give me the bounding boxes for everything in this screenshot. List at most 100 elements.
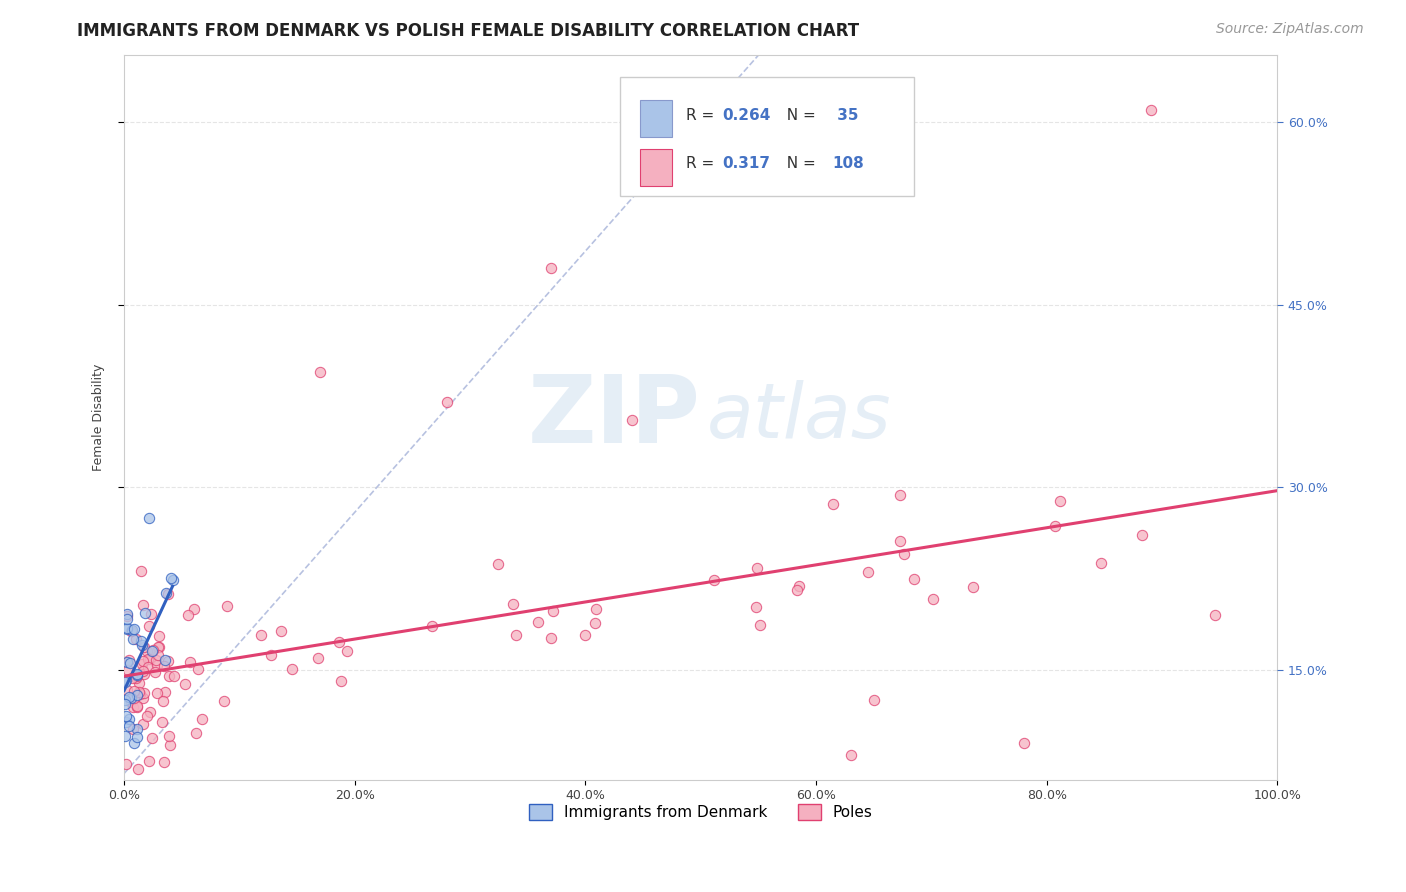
Point <box>903 572 925 586</box>
Point <box>127 722 149 736</box>
Point <box>139 705 162 719</box>
Text: N =: N = <box>778 156 821 171</box>
Point <box>141 731 163 746</box>
Text: R =: R = <box>686 108 718 123</box>
Point <box>155 653 177 667</box>
Point <box>114 729 136 743</box>
Text: IMMIGRANTS FROM DENMARK VS POLISH FEMALE DISABILITY CORRELATION CHART: IMMIGRANTS FROM DENMARK VS POLISH FEMALE… <box>77 22 859 40</box>
Point <box>138 619 160 633</box>
Point <box>128 685 150 699</box>
Legend: Immigrants from Denmark, Poles: Immigrants from Denmark, Poles <box>523 798 879 826</box>
Point <box>132 686 155 700</box>
Text: atlas: atlas <box>707 380 891 454</box>
Point <box>136 660 159 674</box>
Point <box>574 628 596 642</box>
Point <box>862 692 884 706</box>
Point <box>309 365 332 379</box>
Point <box>157 654 180 668</box>
Point <box>114 698 136 712</box>
Point <box>146 658 169 673</box>
Text: 0.264: 0.264 <box>723 108 770 123</box>
Point <box>329 673 352 688</box>
FancyBboxPatch shape <box>620 77 914 196</box>
Point <box>858 565 880 579</box>
Point <box>163 668 186 682</box>
Point <box>121 624 143 638</box>
Y-axis label: Female Disability: Female Disability <box>93 364 105 471</box>
Point <box>132 690 155 705</box>
Point <box>132 717 155 731</box>
Point <box>190 712 212 726</box>
Point <box>249 628 271 642</box>
Point <box>179 655 201 669</box>
Point <box>129 634 152 648</box>
Point <box>114 693 136 707</box>
Point <box>125 688 148 702</box>
Point <box>962 580 984 594</box>
Point <box>117 607 139 621</box>
Point <box>150 714 173 729</box>
Point <box>307 650 329 665</box>
Point <box>1049 494 1071 508</box>
Point <box>125 667 148 681</box>
Text: 35: 35 <box>832 108 859 123</box>
Point <box>132 640 155 654</box>
Point <box>148 629 170 643</box>
Text: R =: R = <box>686 156 718 171</box>
Point <box>889 534 911 549</box>
Text: 0.317: 0.317 <box>723 156 770 171</box>
Point <box>115 683 138 698</box>
Point <box>115 715 138 730</box>
Point <box>136 652 159 666</box>
Point <box>124 736 146 750</box>
Point <box>889 488 911 502</box>
Point <box>1045 519 1067 533</box>
Point <box>115 655 138 669</box>
Point <box>118 690 141 704</box>
Point <box>527 615 550 630</box>
Point <box>585 601 607 615</box>
Point <box>122 699 145 714</box>
Point <box>117 663 139 677</box>
Point <box>127 762 149 776</box>
Point <box>839 748 862 763</box>
Text: N =: N = <box>778 108 821 123</box>
Point <box>141 607 163 622</box>
Point <box>120 691 142 706</box>
Point <box>125 699 148 714</box>
Point <box>821 497 844 511</box>
Point <box>1139 103 1161 117</box>
Point <box>115 612 138 626</box>
Point <box>786 582 808 597</box>
Point <box>893 547 915 561</box>
Point <box>134 607 156 621</box>
Point <box>117 608 139 623</box>
Point <box>583 615 606 630</box>
Text: Source: ZipAtlas.com: Source: ZipAtlas.com <box>1216 22 1364 37</box>
Point <box>620 413 643 427</box>
Point <box>748 618 770 632</box>
Point <box>745 599 768 614</box>
Point <box>138 511 160 525</box>
Point <box>152 659 174 673</box>
Point <box>131 638 153 652</box>
Point <box>125 632 148 646</box>
Point <box>148 640 170 654</box>
Point <box>260 648 283 662</box>
Point <box>502 597 524 611</box>
Point <box>336 644 359 658</box>
Point <box>159 739 181 753</box>
Point <box>141 644 163 658</box>
Point <box>135 643 157 657</box>
FancyBboxPatch shape <box>640 100 672 137</box>
Point <box>125 668 148 682</box>
Point <box>128 676 150 690</box>
Point <box>118 713 141 727</box>
Point <box>541 603 564 617</box>
Point <box>131 598 153 612</box>
Point <box>420 619 443 633</box>
Point <box>115 673 138 688</box>
Point <box>186 726 208 740</box>
Text: 108: 108 <box>832 156 865 171</box>
Point <box>157 587 180 601</box>
